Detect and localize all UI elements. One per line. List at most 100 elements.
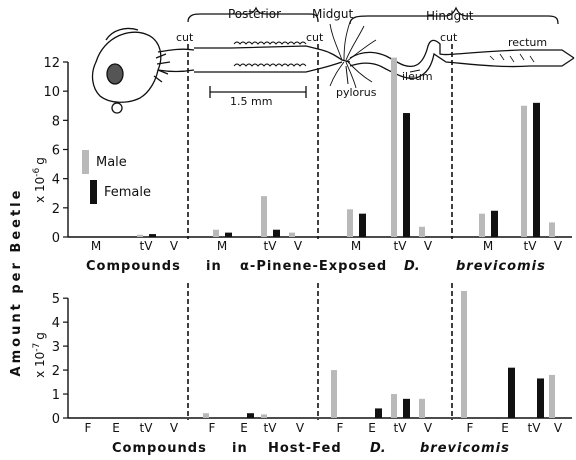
bottom-title-species: brevicomis	[420, 441, 510, 456]
legend-male-swatch	[82, 150, 89, 174]
bar-male	[289, 232, 295, 237]
crypts	[233, 41, 307, 45]
label-posterior: Posterior	[228, 7, 281, 21]
x-tick-label: V	[554, 421, 563, 435]
bottom-unit-label: x 10-7g	[32, 332, 47, 378]
label-rectum: rectum	[508, 36, 547, 49]
bar-male	[137, 234, 143, 237]
x-tick-label: M	[91, 239, 101, 253]
x-tick-label: E	[368, 421, 376, 435]
y-tick-label: 2	[52, 202, 60, 217]
bar-male	[479, 213, 485, 237]
legend-female-swatch	[90, 180, 97, 204]
bar-female	[149, 234, 156, 237]
label-midgut: Midgut	[312, 7, 354, 21]
x-tick-label: tV	[524, 239, 538, 253]
x-tick-label: tV	[264, 239, 278, 253]
gut-diagram	[91, 6, 575, 420]
svg-text:x 10-6g: x 10-6g	[32, 157, 47, 203]
brace-posterior	[187, 6, 319, 23]
beetle-eye-icon	[106, 63, 124, 85]
bar-male	[347, 209, 353, 237]
bar-male	[261, 414, 267, 418]
brace-hindgut	[349, 6, 559, 25]
y-tick-label: 8	[52, 114, 60, 129]
y-tick-label: 2	[52, 364, 60, 379]
top-title-species: brevicomis	[456, 259, 546, 274]
top-title-pinene: α-Pinene-Exposed	[240, 259, 387, 274]
top-title-species-genus: D.	[404, 259, 420, 274]
bar-male	[419, 226, 425, 237]
y-tick-label: 3	[52, 340, 60, 355]
bar-female	[375, 408, 382, 418]
x-tick-label: M	[217, 239, 227, 253]
svg-text:Amount per Beetle: Amount per Beetle	[9, 188, 24, 377]
x-tick-label: F	[467, 421, 474, 435]
x-tick-label: F	[337, 421, 344, 435]
x-tick-label: M	[351, 239, 361, 253]
malpighian-tubules	[329, 21, 377, 89]
y-tick-label: 1	[52, 388, 60, 403]
y-axis-label: Amount per Beetle	[9, 188, 24, 377]
y-tick-label: 0	[52, 412, 60, 427]
bar-male	[261, 196, 267, 237]
x-tick-label: E	[240, 421, 248, 435]
bar-male	[461, 291, 467, 418]
bar-female	[225, 232, 232, 237]
x-tick-label: tV	[140, 239, 154, 253]
bottom-title-species-genus: D.	[370, 441, 386, 456]
x-tick-label: V	[170, 239, 179, 253]
x-tick-label: V	[424, 239, 433, 253]
y-tick-label: 5	[52, 292, 60, 307]
label-ileum: ileum	[402, 70, 433, 83]
bar-male	[391, 57, 397, 237]
bar-female	[403, 113, 410, 237]
bar-female	[273, 229, 280, 237]
bar-male	[213, 229, 219, 237]
legend-male-label: Male	[96, 155, 127, 170]
bar-male	[549, 222, 555, 237]
label-cut-2: cut	[306, 31, 324, 44]
y-tick-label: 6	[52, 144, 60, 159]
bar-male	[549, 374, 555, 418]
y-tick-label: 12	[43, 56, 60, 71]
bar-male	[203, 413, 209, 418]
bottom-title-in: in	[232, 441, 248, 456]
bottom-title-compounds: Compounds	[112, 441, 207, 456]
x-tick-label: tV	[140, 421, 154, 435]
bar-male	[331, 370, 337, 418]
label-pylorus: pylorus	[336, 86, 377, 99]
x-tick-label: tV	[264, 421, 278, 435]
y-tick-label: 0	[52, 231, 60, 246]
label-hindgut: Hindgut	[426, 9, 474, 23]
x-tick-label: V	[296, 421, 305, 435]
bar-female	[491, 210, 498, 237]
label-scale: 1.5 mm	[230, 95, 272, 108]
bar-male	[521, 105, 527, 237]
bar-male	[391, 394, 397, 418]
bar-female	[359, 213, 366, 237]
top-title-compounds: Compounds	[86, 259, 181, 274]
x-tick-label: F	[85, 421, 92, 435]
bar-female	[533, 102, 540, 237]
y-tick-label: 4	[52, 173, 60, 188]
bars	[137, 57, 555, 418]
top-title-in: in	[206, 259, 222, 274]
x-tick-label: tV	[394, 421, 408, 435]
bar-female	[247, 413, 254, 418]
bottom-title-hostfed: Host-Fed	[268, 441, 342, 456]
label-cut-1: cut	[176, 31, 194, 44]
bar-female	[537, 378, 544, 418]
beetle-head-icon	[91, 31, 162, 103]
bar-female	[508, 367, 515, 418]
legend-female-label: Female	[104, 185, 151, 200]
top-unit-label: x 10-6g	[32, 157, 47, 203]
x-tick-label: tV	[528, 421, 542, 435]
svg-text:x 10-7g: x 10-7g	[32, 332, 47, 378]
x-tick-label: E	[112, 421, 120, 435]
x-tick-label: V	[424, 421, 433, 435]
x-tick-label: V	[170, 421, 179, 435]
y-tick-label: 4	[52, 316, 60, 331]
legend: Male Female	[82, 150, 151, 204]
